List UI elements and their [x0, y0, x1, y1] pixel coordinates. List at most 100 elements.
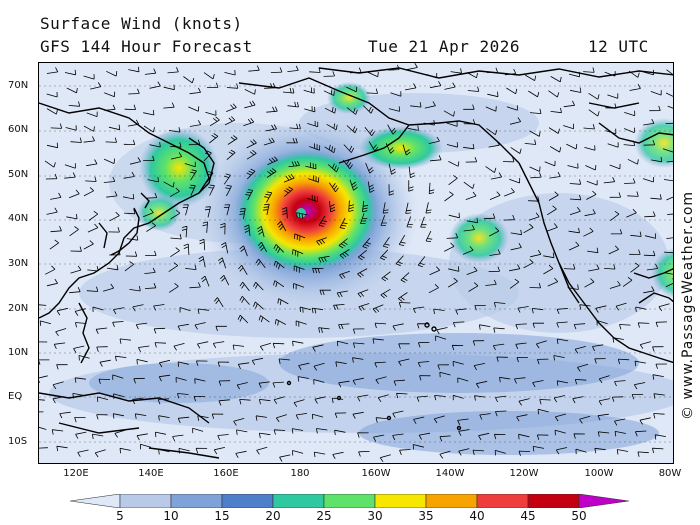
wind-barb	[510, 229, 522, 236]
wind-barb	[220, 275, 230, 286]
wind-barb	[569, 179, 582, 185]
wind-barb	[189, 120, 202, 127]
wind-barb	[496, 356, 508, 362]
wind-barb	[83, 74, 95, 80]
wind-barb	[273, 260, 285, 270]
wind-barb	[488, 140, 500, 148]
wind-barb	[418, 432, 431, 440]
wind-barb	[316, 237, 327, 246]
wind-barb	[367, 181, 375, 193]
wind-barb	[537, 408, 549, 415]
wind-barb	[129, 157, 141, 165]
wind-barb	[168, 262, 179, 273]
wind-barb	[39, 447, 48, 453]
wind-barb	[124, 104, 136, 110]
wind-barb	[112, 413, 125, 419]
wind-barb	[612, 337, 624, 343]
wind-barb	[205, 110, 217, 116]
wind-barb	[257, 241, 268, 253]
wind-barb	[313, 451, 326, 458]
wind-barb	[75, 431, 87, 439]
wind-barb	[149, 142, 161, 148]
wind-barb	[398, 234, 406, 246]
wind-barb	[170, 152, 183, 160]
wind-barb	[381, 271, 391, 282]
wind-barb	[109, 249, 121, 256]
wind-barb	[135, 322, 148, 330]
wind-barb	[653, 393, 665, 399]
wind-barb	[398, 292, 408, 302]
wind-barb	[509, 278, 520, 289]
wind-barb	[95, 327, 108, 334]
wind-barb	[283, 174, 295, 183]
wind-barb	[244, 100, 256, 109]
wind-barb	[339, 270, 350, 279]
wind-barb	[664, 272, 673, 275]
wind-barb	[479, 413, 491, 420]
wind-barb	[87, 223, 99, 233]
wind-barb	[368, 141, 379, 152]
wind-barb	[163, 102, 175, 109]
wind-barb	[644, 233, 657, 239]
wind-barb	[291, 428, 304, 434]
wind-barb	[553, 395, 565, 403]
wind-barb	[86, 111, 98, 117]
wind-barb	[226, 149, 236, 161]
wind-barb	[209, 116, 220, 127]
wind-barb	[265, 124, 277, 132]
wind-barb	[108, 124, 121, 131]
wind-barb	[610, 229, 623, 235]
wind-barb	[39, 426, 47, 430]
wind-barb	[70, 246, 82, 252]
wind-barb	[463, 104, 475, 110]
wind-barb	[86, 286, 99, 292]
wind-barb	[129, 286, 141, 292]
wind-barb	[472, 340, 485, 346]
wind-barb	[154, 342, 167, 348]
wind-barb	[357, 394, 369, 402]
wind-barb	[623, 127, 635, 133]
wind-barb	[665, 92, 673, 97]
wind-barb	[486, 67, 498, 73]
wind-barb	[96, 346, 108, 352]
wind-barb	[168, 282, 179, 293]
lat-label: 50N	[8, 169, 29, 180]
legend-swatch	[272, 494, 325, 508]
wind-barb	[144, 267, 156, 274]
wind-map[interactable]	[38, 62, 674, 464]
wind-barb	[217, 361, 230, 367]
wind-barb	[566, 143, 578, 150]
wind-barb	[333, 304, 345, 310]
wind-barb	[198, 256, 206, 268]
wind-barb	[146, 222, 157, 232]
wind-barb	[584, 278, 595, 288]
wind-barb	[147, 176, 159, 183]
wind-barb	[304, 106, 316, 113]
wind-barb	[272, 342, 285, 349]
wind-barb	[332, 451, 344, 460]
wind-barb	[635, 306, 647, 312]
wind-barb	[51, 429, 64, 435]
wind-barb	[204, 206, 211, 218]
wind-barb	[583, 123, 595, 130]
wind-barb	[163, 84, 175, 91]
wind-barb	[177, 416, 190, 424]
wind-barb	[258, 381, 270, 388]
chart-title: Surface Wind (knots)	[40, 14, 243, 33]
wind-barb	[163, 181, 175, 188]
wind-barb	[592, 344, 604, 352]
wind-barb	[473, 363, 485, 371]
wind-barb	[206, 171, 214, 183]
wind-barb	[357, 268, 368, 278]
wind-barb	[270, 67, 283, 73]
wind-barb	[406, 216, 413, 228]
wind-barb	[144, 283, 157, 289]
wind-barb	[594, 358, 606, 364]
wind-barb	[650, 156, 663, 163]
wind-barb	[158, 374, 171, 382]
wind-barb	[428, 136, 440, 144]
wind-barb	[574, 379, 587, 385]
wind-barb	[495, 410, 507, 417]
wind-barb	[451, 344, 464, 351]
wind-barb	[39, 320, 52, 326]
